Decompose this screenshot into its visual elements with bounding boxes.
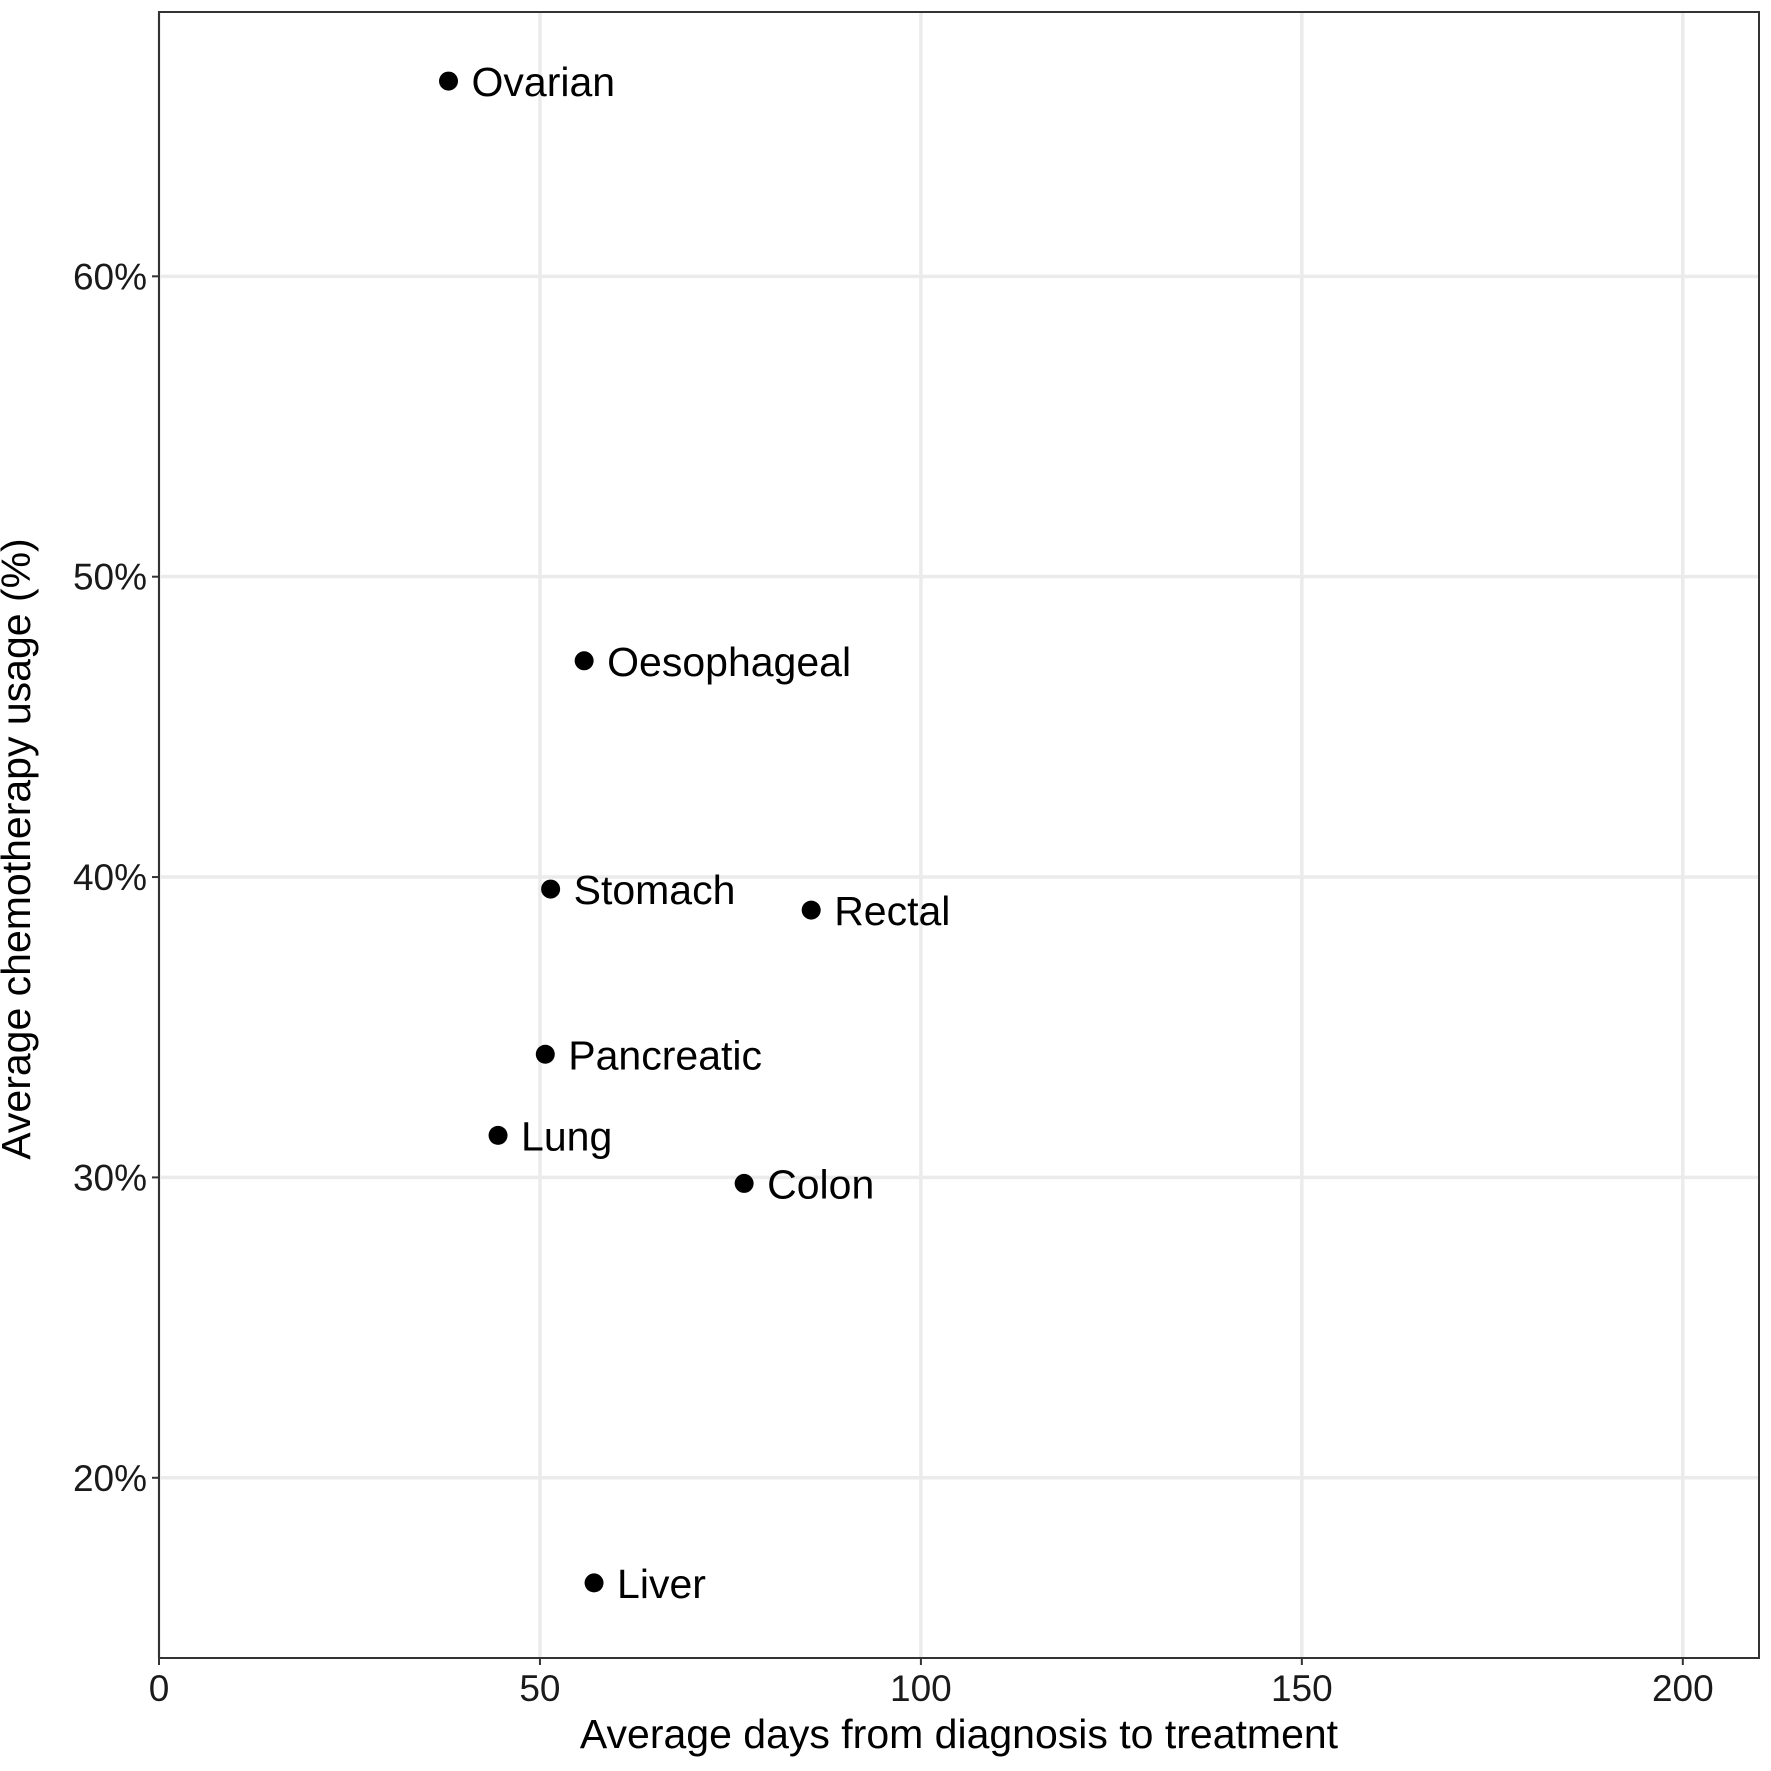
x-tick-label: 200 [1652,1668,1714,1709]
point-label-colon: Colon [767,1161,874,1207]
data-point-rectal [801,900,821,920]
y-axis-title: Average chemotherapy usage (%) [0,538,39,1159]
point-label-liver: Liver [617,1561,706,1607]
y-tick-label: 30% [73,1157,147,1198]
data-point-stomach [541,879,561,899]
x-tick-label: 150 [1271,1668,1333,1709]
x-axis-title: Average days from diagnosis to treatment [580,1711,1339,1757]
x-axis: 0 50 100 150 200 [149,1658,1714,1709]
plot-border [158,11,1760,1659]
data-point-ovarian [439,71,459,91]
y-tick-label: 40% [73,857,147,898]
point-label-oesophageal: Oesophageal [607,639,851,685]
data-point-oesophageal [574,651,594,671]
x-tick-label: 50 [519,1668,560,1709]
data-point-liver [584,1573,604,1593]
point-label-ovarian: Ovarian [472,59,616,105]
data-point-pancreatic [535,1044,555,1064]
y-tick-label: 20% [73,1458,147,1499]
y-axis: 20% 30% 40% 50% 60% [73,256,159,1499]
data-point-colon [734,1173,754,1193]
y-tick-label: 60% [73,256,147,297]
point-label-rectal: Rectal [834,888,950,934]
point-label-lung: Lung [521,1113,612,1159]
point-label-pancreatic: Pancreatic [568,1032,762,1078]
y-tick-label: 50% [73,557,147,598]
grid-lines [157,12,1759,1658]
x-tick-label: 100 [890,1668,952,1709]
point-label-stomach: Stomach [574,867,736,913]
data-point-lung [488,1125,508,1145]
data-points: Ovarian Oesophageal Stomach Rectal Pancreati… [439,59,950,1607]
x-tick-label: 0 [149,1668,170,1709]
